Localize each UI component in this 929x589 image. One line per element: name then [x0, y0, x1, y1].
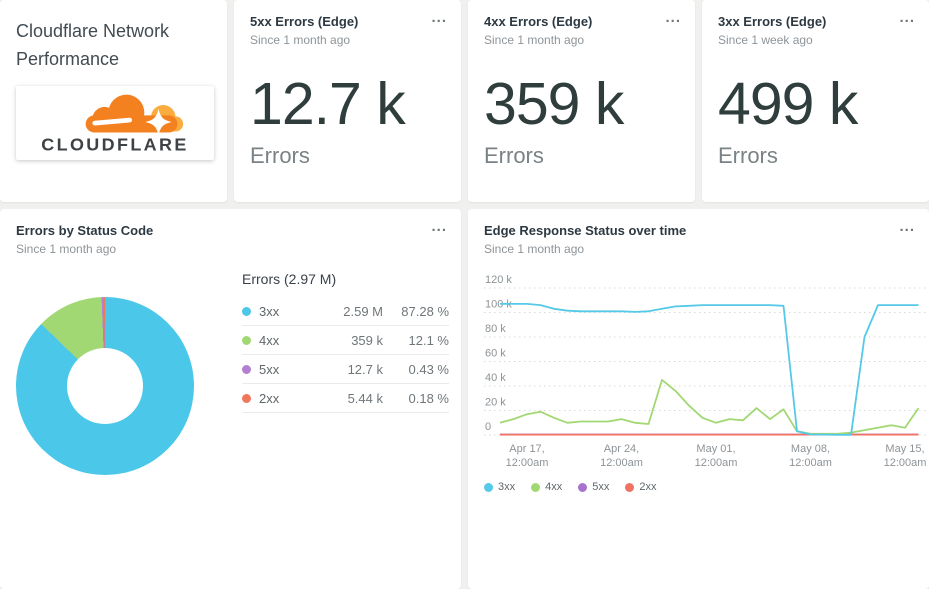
donut-chart[interactable]	[16, 297, 194, 475]
line-chart-svg: 0 20 k 40 k 60 k 80 k 100 k 120 k Apr 17, 12:00a…	[484, 274, 927, 469]
series-label: 4xx	[259, 332, 280, 348]
legend-item-2xx[interactable]: 2xx	[625, 481, 657, 493]
svg-text:May 15,: May 15,	[885, 443, 924, 455]
series-color-dot	[242, 306, 251, 316]
kpi-card-4xx: 4xx Errors (Edge) Since 1 month ago ... …	[468, 0, 695, 202]
kpi-value: 499 k	[718, 71, 858, 138]
kpi-value: 12.7 k	[250, 71, 406, 138]
series-label: 5xx	[259, 361, 280, 377]
series-percent: 0.18 %	[408, 390, 449, 406]
kpi-card-3xx: 3xx Errors (Edge) Since 1 week ago ... 4…	[702, 0, 929, 202]
legend-dot	[625, 482, 635, 492]
series-color-dot	[242, 364, 251, 374]
svg-text:12:00am: 12:00am	[506, 457, 549, 469]
table-row-3xx[interactable]: 3xx 2.59 M 87.28 %	[242, 297, 449, 326]
errors-table: Errors (2.97 M) 3xx 2.59 M 87.28 % 4xx 3…	[242, 271, 449, 413]
legend-dot	[531, 482, 541, 492]
kpi-unit-label: Errors	[250, 143, 310, 169]
legend-item-5xx[interactable]: 5xx	[578, 481, 609, 493]
series-count: 12.7 k	[347, 361, 383, 377]
series-label: 3xx	[259, 303, 280, 319]
series-percent: 87.28 %	[401, 303, 449, 319]
card-subtitle: Since 1 month ago	[484, 33, 585, 48]
series-percent: 0.43 %	[408, 361, 449, 377]
svg-text:12:00am: 12:00am	[695, 457, 738, 469]
kpi-unit-label: Errors	[718, 143, 778, 169]
svg-text:100 k: 100 k	[485, 299, 512, 311]
overflow-menu-icon[interactable]: ...	[431, 218, 447, 235]
svg-text:120 k: 120 k	[485, 274, 512, 286]
card-title: 3xx Errors (Edge)	[718, 14, 827, 29]
cloudflare-logo: CLOUDFLARE	[16, 85, 214, 160]
svg-text:12:00am: 12:00am	[600, 457, 643, 469]
cloudflare-wordmark: CLOUDFLARE	[41, 134, 188, 154]
overflow-menu-icon[interactable]: ...	[899, 9, 915, 26]
series-color-dot	[242, 335, 251, 345]
title-card: Cloudflare Network Performance CLOUDFLAR…	[0, 0, 227, 202]
overflow-menu-icon[interactable]: ...	[431, 9, 447, 26]
svg-text:40 k: 40 k	[485, 372, 506, 384]
card-title: 5xx Errors (Edge)	[250, 14, 359, 29]
svg-text:0: 0	[485, 421, 491, 433]
card-title: Edge Response Status over time	[484, 223, 687, 238]
legend-item-3xx[interactable]: 3xx	[484, 481, 515, 493]
card-title: 4xx Errors (Edge)	[484, 14, 593, 29]
card-subtitle: Since 1 month ago	[16, 242, 117, 257]
table-row-2xx[interactable]: 2xx 5.44 k 0.18 %	[242, 384, 449, 413]
series-count: 2.59 M	[343, 303, 383, 319]
svg-text:Apr 24,: Apr 24,	[604, 443, 639, 455]
errors-by-status-card: Errors by Status Code Since 1 month ago …	[0, 209, 461, 589]
series-count: 359 k	[351, 332, 383, 348]
table-row-4xx[interactable]: 4xx 359 k 12.1 %	[242, 326, 449, 355]
svg-text:12:00am: 12:00am	[789, 457, 832, 469]
overflow-menu-icon[interactable]: ...	[899, 218, 915, 235]
card-title: Errors by Status Code	[16, 223, 154, 238]
cloudflare-logo-graphic: CLOUDFLARE	[41, 94, 188, 154]
series-label: 2xx	[259, 390, 280, 406]
legend-dot	[484, 482, 493, 492]
legend-item-4xx[interactable]: 4xx	[531, 481, 562, 493]
svg-text:May 01,: May 01,	[696, 443, 735, 455]
card-subtitle: Since 1 month ago	[250, 33, 351, 48]
series-color-dot	[242, 393, 251, 403]
dashboard-title: Cloudflare Network Performance	[16, 21, 170, 69]
card-subtitle: Since 1 month ago	[484, 242, 585, 257]
svg-text:Apr 17,: Apr 17,	[509, 443, 544, 455]
chart-legend: 3xx 4xx 5xx 2xx	[484, 481, 657, 493]
legend-dot	[578, 482, 588, 492]
kpi-unit-label: Errors	[484, 143, 544, 169]
kpi-value: 359 k	[484, 71, 624, 138]
svg-text:May 08,: May 08,	[791, 443, 830, 455]
svg-text:80 k: 80 k	[485, 323, 506, 335]
errors-table-header: Errors (2.97 M)	[242, 271, 337, 287]
kpi-card-5xx: 5xx Errors (Edge) Since 1 month ago ... …	[234, 0, 461, 202]
svg-text:20 k: 20 k	[485, 397, 506, 409]
svg-text:60 k: 60 k	[485, 348, 506, 360]
table-row-5xx[interactable]: 5xx 12.7 k 0.43 %	[242, 355, 449, 384]
series-count: 5.44 k	[347, 390, 383, 406]
card-subtitle: Since 1 week ago	[718, 33, 813, 48]
svg-text:12:00am: 12:00am	[884, 457, 927, 469]
series-percent: 12.1 %	[408, 332, 449, 348]
edge-response-chart-card: Edge Response Status over time Since 1 m…	[468, 209, 929, 589]
overflow-menu-icon[interactable]: ...	[665, 9, 681, 26]
